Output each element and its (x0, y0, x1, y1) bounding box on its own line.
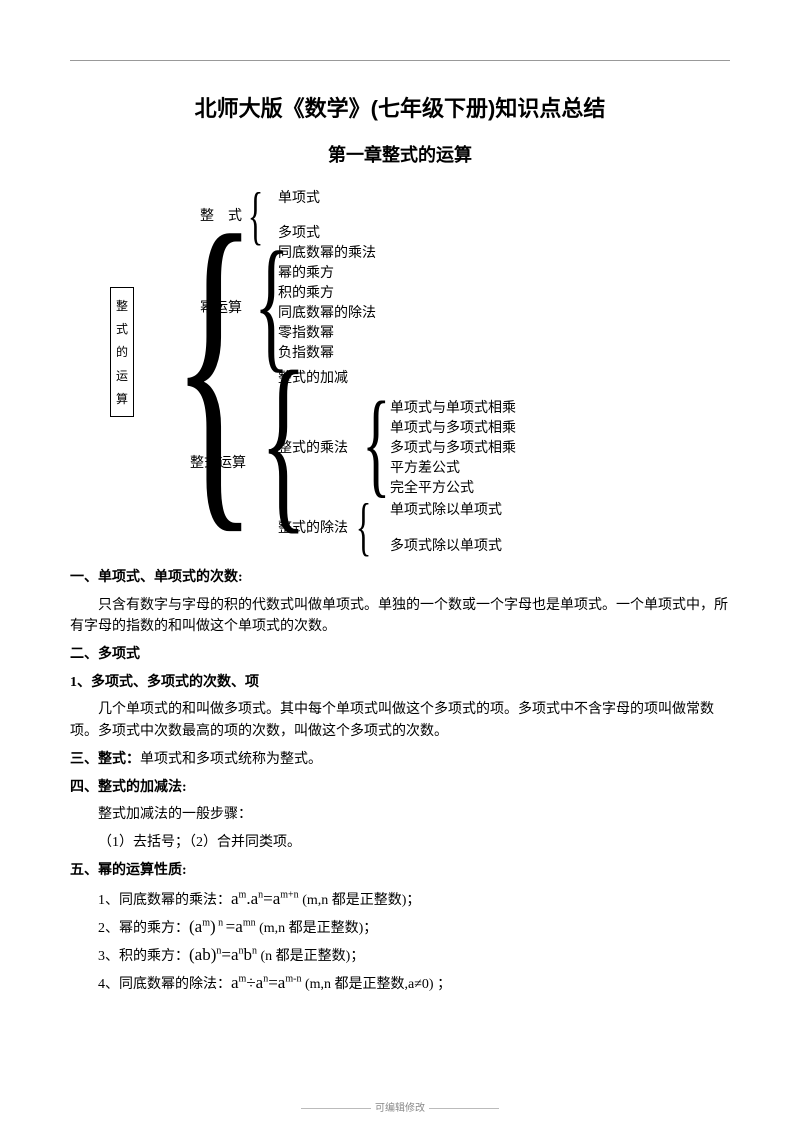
tree-node: 幂的乘方 (278, 262, 334, 282)
section-heading: 1、多项式、多项式的次数、项 (70, 672, 730, 694)
tree-node: 平方差公式 (390, 457, 460, 477)
concept-tree: 整 式 的 运 算 { 整 式 { 单项式 多项式 幂运算 { 同底数幂的乘法 … (110, 187, 730, 557)
section-body: 只含有数字与字母的积的代数式叫做单项式。单独的一个数或一个字母也是单项式。一个单… (70, 595, 730, 638)
tree-node: 单项式与多项式相乘 (390, 417, 516, 437)
tree-node: 同底数幂的除法 (278, 302, 376, 322)
tree-node: 完全平方公式 (390, 477, 474, 497)
tree-root: 整 式 的 运 算 (110, 287, 134, 417)
tree-node: 单项式与单项式相乘 (390, 397, 516, 417)
tree-node: 单项式除以单项式 (390, 499, 502, 519)
tree-node: 整式的加减 (278, 367, 348, 387)
brace-icon: { (356, 490, 372, 565)
section-body: 几个单项式的和叫做多项式。其中每个单项式叫做这个多项式的项。多项式中不含字母的项… (70, 699, 730, 742)
tree-node: 整式运算 (190, 452, 246, 472)
section-heading: 四、整式的加减法: (70, 777, 730, 799)
tree-node: 多项式除以单项式 (390, 535, 502, 555)
section: 一、单项式、单项式的次数: (70, 567, 730, 589)
section-heading: 一、单项式、单项式的次数: (70, 570, 243, 585)
section-body: 整式加减法的一般步骤： (70, 804, 730, 826)
tree-node: 整式的除法 (278, 517, 348, 537)
tree-node: 多项式与多项式相乘 (390, 437, 516, 457)
tree-node: 同底数幂的乘法 (278, 242, 376, 262)
tree-node: 单项式 (278, 187, 320, 207)
formula: 2、幂的乘方：(am) n =amn (m,n 都是正整数)； (70, 917, 730, 937)
section-heading: 二、多项式 (70, 644, 730, 666)
section-heading: 三、整式： (70, 752, 140, 767)
formula: 1、同底数幂的乘法：am.an=am+n (m,n 都是正整数)； (70, 889, 730, 909)
chapter-title: 第一章整式的运算 (70, 141, 730, 167)
formula: 3、积的乘方：(ab)n=anbn (n 都是正整数)； (70, 945, 730, 965)
section: 三、整式：单项式和多项式统称为整式。 (70, 749, 730, 771)
page-footer: 可编辑修改 (0, 1099, 800, 1114)
tree-node: 整式的乘法 (278, 437, 348, 457)
tree-node: 幂运算 (200, 297, 242, 317)
page-title: 北师大版《数学》(七年级下册)知识点总结 (70, 91, 730, 123)
section-heading: 五、幂的运算性质: (70, 860, 730, 882)
formula: 4、同底数幂的除法：am÷an=am-n (m,n 都是正整数,a≠0) ； (70, 973, 730, 993)
section-body: （1）去括号；（2）合并同类项。 (70, 832, 730, 854)
tree-node: 整 式 (200, 205, 242, 225)
brace-icon: { (171, 192, 257, 532)
tree-node: 积的乘方 (278, 282, 334, 302)
